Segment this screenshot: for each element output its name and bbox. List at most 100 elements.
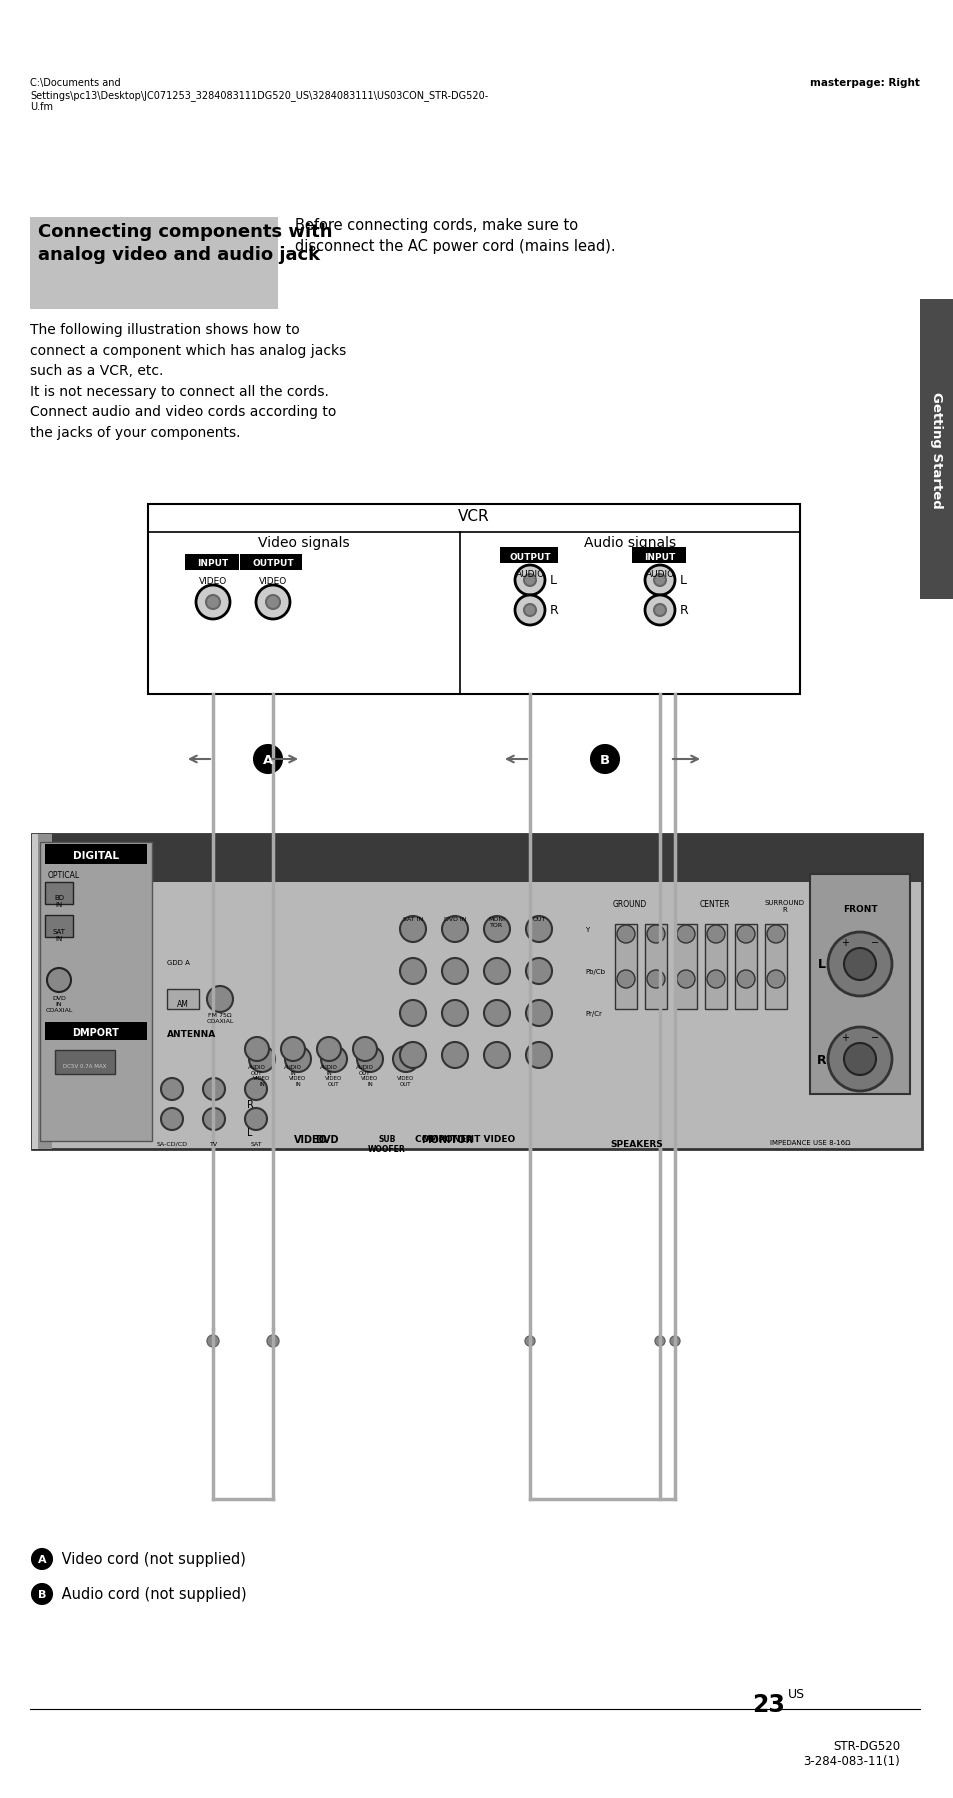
Circle shape — [646, 926, 664, 944]
Text: DIGITAL: DIGITAL — [73, 850, 119, 861]
Text: A: A — [263, 753, 273, 766]
Text: L: L — [679, 574, 686, 588]
Circle shape — [399, 958, 426, 985]
Circle shape — [281, 1037, 305, 1061]
Circle shape — [47, 969, 71, 992]
Circle shape — [393, 1046, 418, 1072]
Circle shape — [706, 971, 724, 989]
Text: STR-DG520
3-284-083-11(1): STR-DG520 3-284-083-11(1) — [802, 1739, 899, 1767]
Text: SUB
WOOFER: SUB WOOFER — [368, 1135, 405, 1154]
Circle shape — [161, 1108, 183, 1131]
Text: Y: Y — [584, 926, 589, 933]
Circle shape — [255, 586, 290, 620]
Bar — [32, 834, 921, 883]
Text: VCR: VCR — [457, 509, 489, 523]
Text: OUTPUT: OUTPUT — [252, 559, 294, 568]
Circle shape — [655, 1336, 664, 1347]
Bar — [764, 924, 786, 1009]
Text: R: R — [246, 1099, 253, 1109]
Circle shape — [669, 1336, 679, 1347]
Bar — [167, 989, 199, 1009]
Circle shape — [320, 1046, 347, 1072]
Circle shape — [525, 917, 552, 942]
Bar — [30, 218, 277, 309]
Text: AUDIO
OUT: AUDIO OUT — [355, 1064, 374, 1075]
Circle shape — [441, 1000, 468, 1027]
Text: Video signals: Video signals — [258, 536, 350, 550]
Circle shape — [161, 1079, 183, 1100]
Text: MONI
TOR: MONI TOR — [488, 917, 505, 928]
Circle shape — [483, 1043, 510, 1068]
Circle shape — [245, 1108, 267, 1131]
Text: Audio signals: Audio signals — [583, 536, 676, 550]
Text: R: R — [679, 604, 688, 617]
Text: VIDEO
OUT: VIDEO OUT — [397, 1075, 415, 1086]
Circle shape — [827, 933, 891, 996]
Text: SPEAKERS: SPEAKERS — [609, 1140, 662, 1149]
Text: OPTICAL: OPTICAL — [48, 870, 80, 879]
Bar — [40, 843, 152, 1142]
Text: IMPEDANCE USE 8-16Ω: IMPEDANCE USE 8-16Ω — [769, 1140, 850, 1145]
Text: DVD
IN
COAXIAL: DVD IN COAXIAL — [45, 996, 72, 1012]
Text: Connecting components with
analog video and audio jack: Connecting components with analog video … — [38, 223, 333, 264]
Bar — [45, 915, 73, 937]
Circle shape — [843, 1043, 875, 1075]
Text: GROUND: GROUND — [612, 899, 646, 908]
Text: CENTER: CENTER — [699, 899, 729, 908]
Circle shape — [483, 917, 510, 942]
Circle shape — [677, 971, 695, 989]
Circle shape — [245, 1037, 269, 1061]
Text: The following illustration shows how to
connect a component which has analog jac: The following illustration shows how to … — [30, 324, 346, 441]
Text: +: + — [841, 937, 848, 948]
Text: VIDEO: VIDEO — [258, 577, 287, 586]
Text: VIDEO: VIDEO — [294, 1135, 328, 1144]
Bar — [644, 924, 666, 1009]
Text: FM 75Ω
COAXIAL: FM 75Ω COAXIAL — [206, 1012, 233, 1023]
Bar — [148, 505, 800, 694]
Circle shape — [654, 604, 665, 617]
Text: BD
IN: BD IN — [54, 894, 64, 908]
Circle shape — [441, 958, 468, 985]
Circle shape — [203, 1079, 225, 1100]
Circle shape — [766, 971, 784, 989]
Circle shape — [827, 1027, 891, 1091]
Bar — [185, 556, 239, 570]
Circle shape — [399, 917, 426, 942]
Text: R: R — [550, 604, 558, 617]
Circle shape — [737, 926, 754, 944]
Text: masterpage: Right: masterpage: Right — [809, 77, 919, 88]
Circle shape — [525, 958, 552, 985]
Text: B: B — [38, 1589, 46, 1598]
Circle shape — [356, 1046, 382, 1072]
Text: VIDEO
OUT: VIDEO OUT — [325, 1075, 342, 1086]
Circle shape — [523, 575, 536, 586]
Circle shape — [590, 746, 618, 773]
Circle shape — [285, 1046, 311, 1072]
Text: R: R — [817, 1054, 826, 1066]
Text: DVD IN: DVD IN — [443, 917, 466, 922]
Circle shape — [617, 971, 635, 989]
Text: SAT IN: SAT IN — [402, 917, 423, 922]
Bar — [240, 556, 302, 570]
Circle shape — [441, 1043, 468, 1068]
Text: VIDEO
IN: VIDEO IN — [361, 1075, 378, 1086]
Text: SAT: SAT — [250, 1142, 261, 1147]
Circle shape — [654, 575, 665, 586]
Text: AUDIO
IN: AUDIO IN — [319, 1064, 337, 1075]
Text: AUDIO: AUDIO — [515, 570, 544, 579]
Text: DC5V 0.7A MAX: DC5V 0.7A MAX — [63, 1063, 107, 1068]
Text: −: − — [870, 1032, 878, 1043]
Text: C:\Documents and
Settings\pc13\Desktop\JC071253_3284083111DG520_US\3284083111\US: C:\Documents and Settings\pc13\Desktop\J… — [30, 77, 488, 111]
Circle shape — [483, 1000, 510, 1027]
Circle shape — [525, 1043, 552, 1068]
Circle shape — [207, 987, 233, 1012]
Circle shape — [32, 1584, 52, 1604]
Bar — [809, 874, 909, 1095]
Text: AUDIO
OUT: AUDIO OUT — [248, 1064, 266, 1075]
Text: DVD: DVD — [314, 1135, 338, 1144]
Text: L: L — [817, 958, 825, 971]
Bar — [675, 924, 697, 1009]
Circle shape — [253, 746, 282, 773]
Circle shape — [32, 1550, 52, 1570]
Text: AUDIO: AUDIO — [645, 570, 674, 579]
